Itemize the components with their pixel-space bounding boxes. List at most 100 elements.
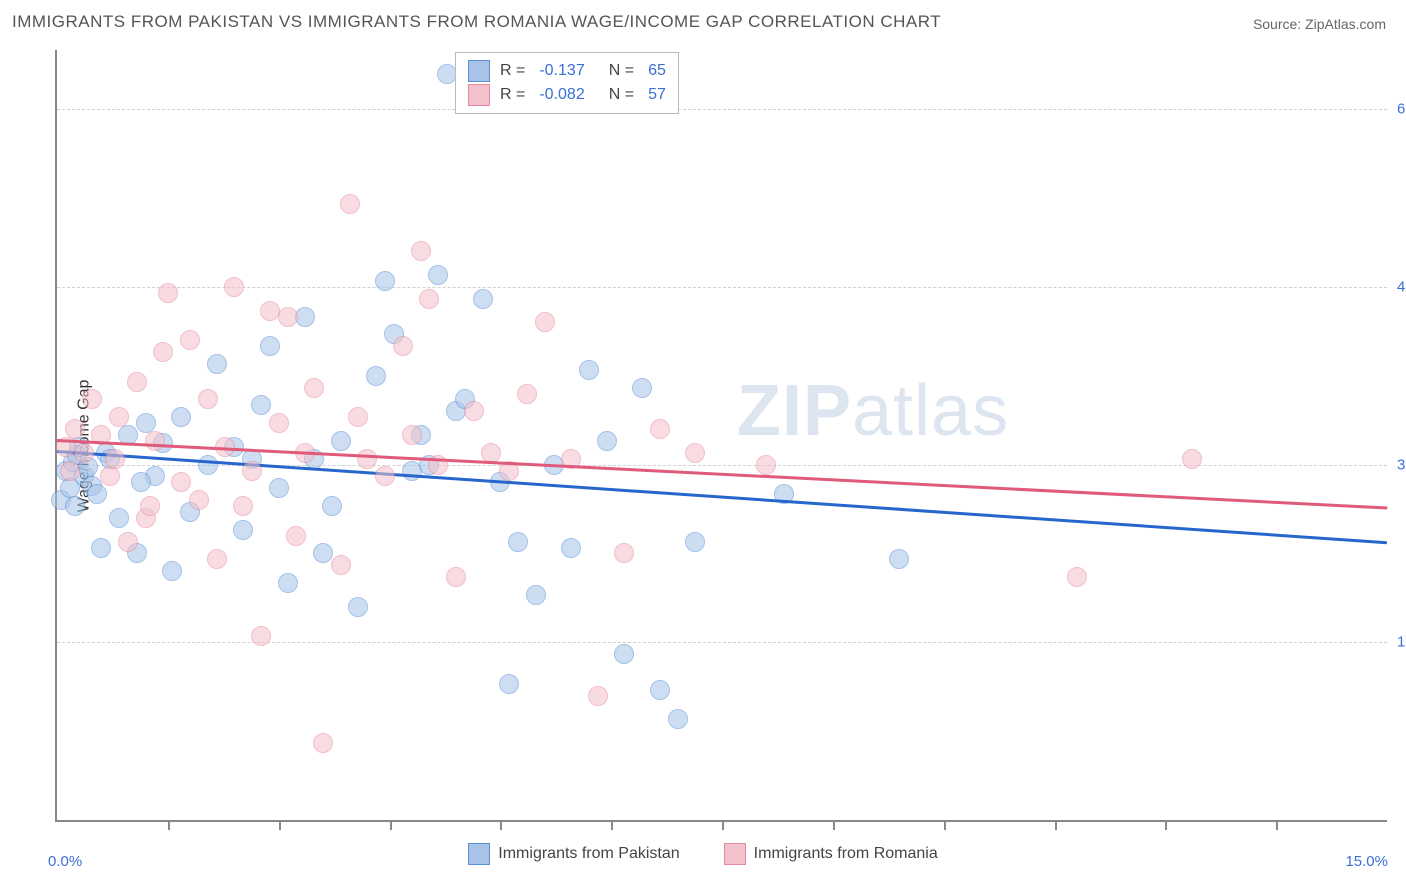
scatter-point [109, 508, 129, 528]
scatter-point [685, 532, 705, 552]
legend-n-label: N = [609, 59, 634, 83]
scatter-point [198, 389, 218, 409]
gridline [57, 287, 1387, 288]
x-tick [944, 820, 946, 830]
legend-label: Immigrants from Romania [754, 845, 938, 863]
scatter-point [1067, 567, 1087, 587]
scatter-point [207, 354, 227, 374]
legend-swatch [468, 60, 490, 82]
scatter-point [233, 496, 253, 516]
x-tick [168, 820, 170, 830]
scatter-point [499, 674, 519, 694]
legend-n-value: 57 [648, 83, 666, 107]
y-tick-label: 45.0% [1397, 278, 1406, 295]
scatter-point [668, 709, 688, 729]
chart-container: IMMIGRANTS FROM PAKISTAN VS IMMIGRANTS F… [0, 0, 1406, 892]
y-tick-label: 60.0% [1397, 101, 1406, 118]
scatter-point [411, 241, 431, 261]
scatter-point [650, 419, 670, 439]
scatter-point [402, 425, 422, 445]
scatter-point [313, 543, 333, 563]
x-tick [833, 820, 835, 830]
scatter-point [140, 496, 160, 516]
scatter-point [348, 597, 368, 617]
legend-item: Immigrants from Pakistan [468, 843, 679, 865]
plot-area: ZIPatlas 15.0%30.0%45.0%60.0% [55, 50, 1387, 822]
scatter-point [65, 496, 85, 516]
watermark-bold: ZIP [737, 371, 852, 451]
scatter-point [131, 472, 151, 492]
scatter-point [180, 330, 200, 350]
scatter-point [579, 360, 599, 380]
scatter-point [65, 419, 85, 439]
scatter-point [127, 372, 147, 392]
scatter-point [286, 526, 306, 546]
legend-swatch [468, 843, 490, 865]
scatter-point [171, 407, 191, 427]
legend-r-label: R = [500, 83, 525, 107]
scatter-point [446, 567, 466, 587]
scatter-point [614, 644, 634, 664]
scatter-point [109, 407, 129, 427]
scatter-point [322, 496, 342, 516]
scatter-point [207, 549, 227, 569]
scatter-point [331, 555, 351, 575]
scatter-point [60, 461, 80, 481]
x-tick [390, 820, 392, 830]
scatter-point [614, 543, 634, 563]
scatter-point [428, 265, 448, 285]
scatter-point [278, 573, 298, 593]
scatter-point [526, 585, 546, 605]
scatter-point [473, 289, 493, 309]
y-tick-label: 30.0% [1397, 456, 1406, 473]
y-tick-label: 15.0% [1397, 634, 1406, 651]
scatter-point [508, 532, 528, 552]
x-tick [1165, 820, 1167, 830]
source-label: Source: ZipAtlas.com [1253, 16, 1386, 32]
legend-row: R = -0.137 N = 65 [468, 59, 666, 83]
x-tick [1055, 820, 1057, 830]
scatter-point [153, 342, 173, 362]
legend-swatch [724, 843, 746, 865]
legend-label: Immigrants from Pakistan [498, 845, 679, 863]
scatter-point [304, 378, 324, 398]
scatter-point [348, 407, 368, 427]
watermark-rest: atlas [852, 371, 1009, 451]
scatter-point [162, 561, 182, 581]
watermark: ZIPatlas [737, 370, 1009, 452]
x-tick [279, 820, 281, 830]
legend-r-label: R = [500, 59, 525, 83]
scatter-point [313, 733, 333, 753]
correlation-legend: R =-0.137N =65R =-0.082N =57 [455, 52, 679, 114]
scatter-point [393, 336, 413, 356]
scatter-point [419, 289, 439, 309]
scatter-point [295, 307, 315, 327]
scatter-point [517, 384, 537, 404]
x-tick [1276, 820, 1278, 830]
scatter-point [889, 549, 909, 569]
scatter-point [74, 443, 94, 463]
scatter-point [650, 680, 670, 700]
legend-swatch [468, 84, 490, 106]
scatter-point [375, 466, 395, 486]
scatter-point [269, 478, 289, 498]
scatter-point [685, 443, 705, 463]
legend-r-value: -0.137 [539, 59, 584, 83]
legend-n-label: N = [609, 83, 634, 107]
scatter-point [91, 538, 111, 558]
scatter-point [105, 449, 125, 469]
scatter-point [366, 366, 386, 386]
scatter-point [118, 532, 138, 552]
scatter-point [375, 271, 395, 291]
legend-n-value: 65 [648, 59, 666, 83]
scatter-point [87, 484, 107, 504]
scatter-point [561, 538, 581, 558]
chart-title: IMMIGRANTS FROM PAKISTAN VS IMMIGRANTS F… [12, 12, 941, 32]
scatter-point [158, 283, 178, 303]
scatter-point [357, 449, 377, 469]
scatter-point [233, 520, 253, 540]
scatter-point [464, 401, 484, 421]
scatter-point [198, 455, 218, 475]
scatter-point [171, 472, 191, 492]
series-legend: Immigrants from Pakistan Immigrants from … [0, 843, 1406, 870]
